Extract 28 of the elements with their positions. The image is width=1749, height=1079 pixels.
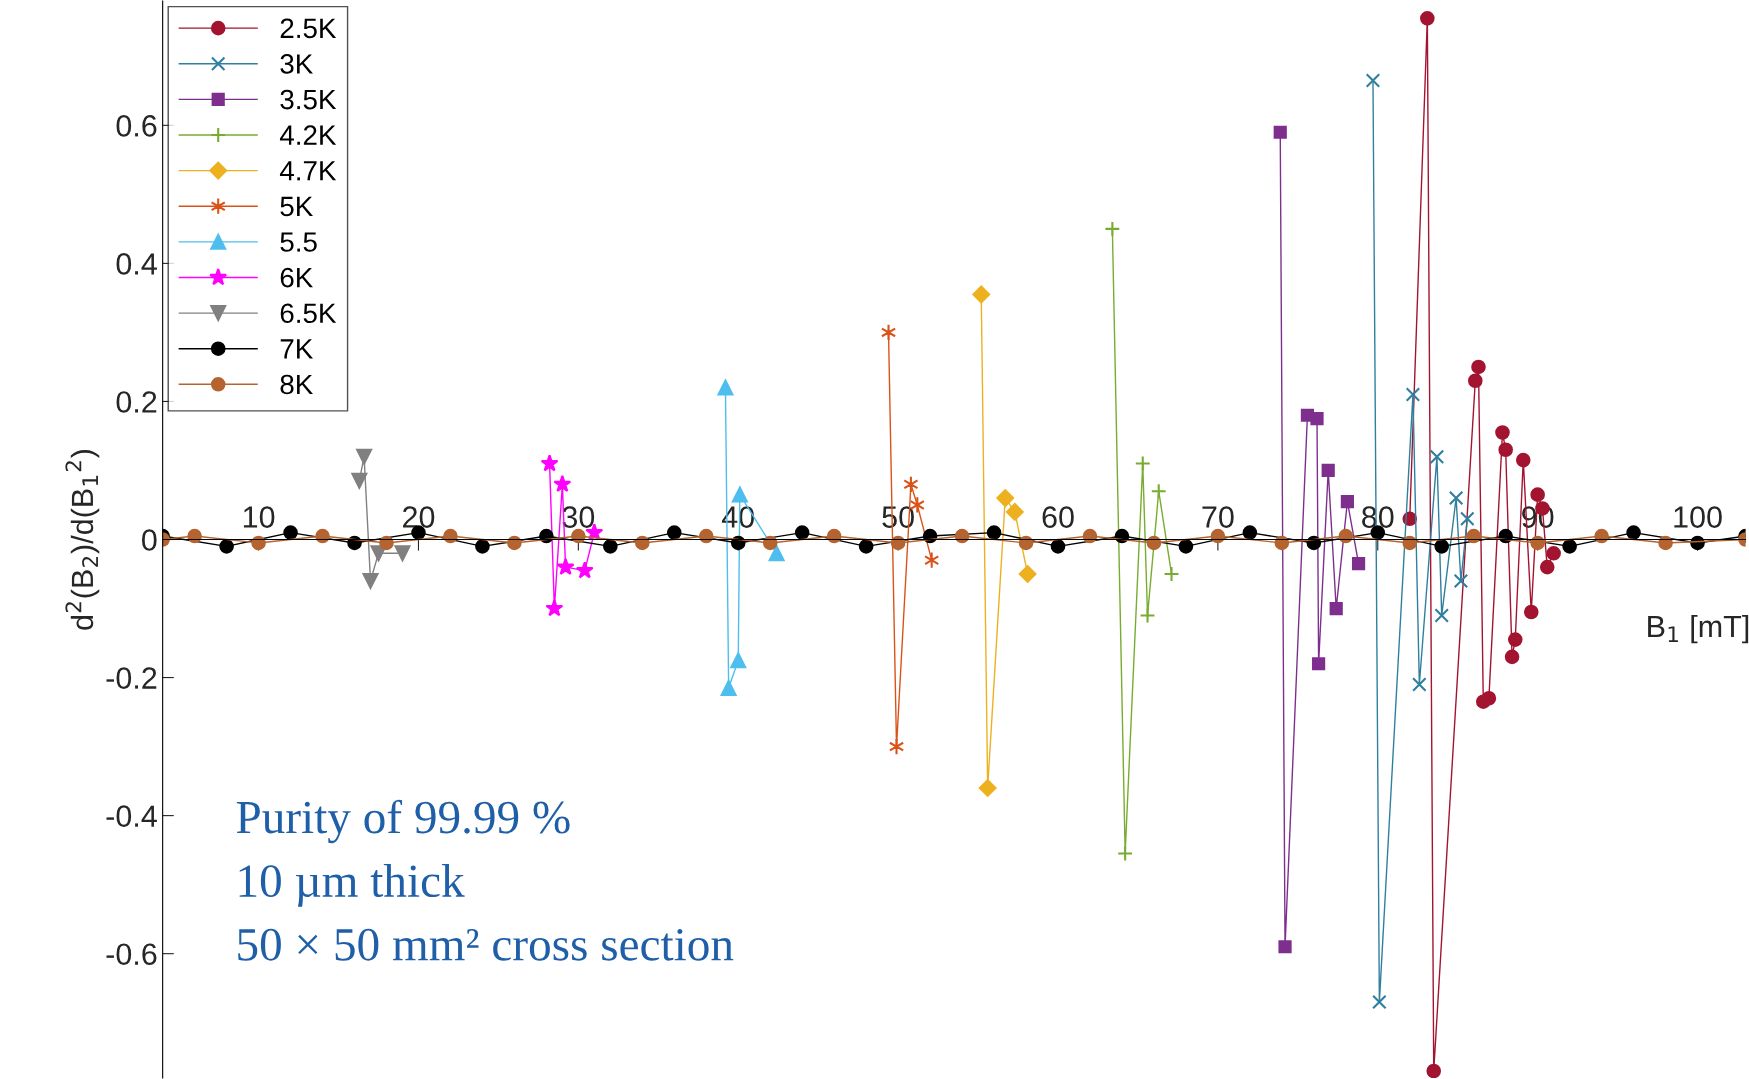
- y-tick-label: 0.4: [116, 253, 157, 275]
- legend-label: 6K: [280, 267, 313, 288]
- legend-label: 5.5: [280, 232, 317, 252]
- x-axis-title: B$_{1}$ [mT]: [1648, 614, 1749, 644]
- y-axis-title: d$^{2}$(B$_{2}$)/d(B$_{1}$$^{2}$): [65, 450, 100, 630]
- legend-label: 3K: [280, 54, 313, 74]
- annotation: Purity of 99.99 %: [236, 799, 570, 844]
- x-tick-label: 20: [403, 506, 435, 528]
- y-tick-label: 0: [142, 529, 157, 551]
- x-tick-label: 10: [243, 506, 275, 528]
- legend-label: 8K: [280, 374, 313, 395]
- y-tick-label: -0.2: [106, 667, 157, 689]
- y-tick-label: -0.6: [106, 943, 157, 966]
- x-tick-label: 70: [1202, 506, 1234, 528]
- y-tick-label: 0.6: [116, 115, 157, 137]
- y-tick-label: 0.2: [116, 391, 157, 413]
- legend-label: 5K: [280, 196, 313, 217]
- x-tick-label: 100: [1674, 506, 1722, 528]
- legend-label: 6.5K: [280, 303, 337, 324]
- legend-label: 4.7K: [279, 161, 337, 181]
- annotation: 50 × 50 mm² cross section: [238, 928, 734, 961]
- legend-label: 4.2K: [279, 125, 337, 145]
- x-tick-label: 60: [1042, 506, 1074, 528]
- legend-label: 7K: [280, 339, 313, 359]
- legend-label: 2.5K: [280, 18, 337, 39]
- y-tick-label: -0.4: [106, 805, 157, 827]
- annotation: 10 µm thick: [239, 863, 465, 907]
- legend-label: 3.5K: [280, 89, 337, 110]
